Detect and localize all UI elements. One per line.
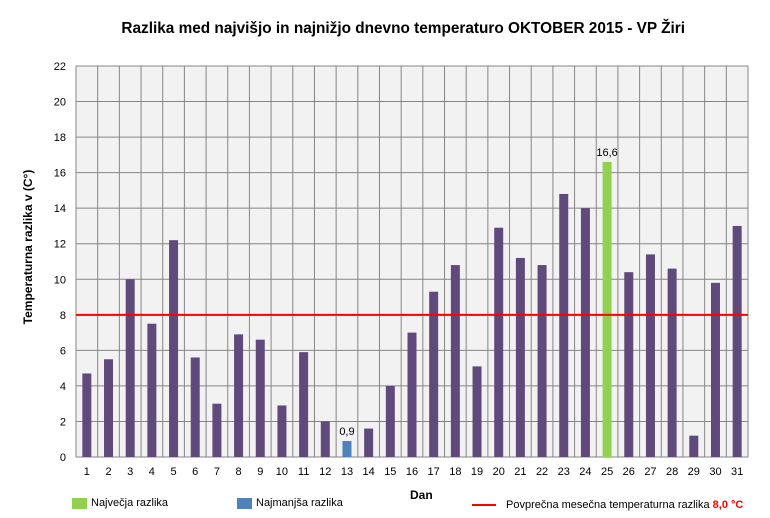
legend-average-label: Povprečna mesečna temperaturna razlika xyxy=(506,499,710,511)
bar-day-18 xyxy=(450,265,460,457)
bar-day-10 xyxy=(277,405,287,457)
legend-min-swatch xyxy=(237,497,252,509)
y-tick-label: 6 xyxy=(60,345,66,357)
bar-day-7 xyxy=(212,403,222,457)
x-tick-label: 1 xyxy=(84,466,90,478)
x-tick-label: 3 xyxy=(127,466,133,478)
x-tick-label: 28 xyxy=(666,466,678,478)
legend-average-line xyxy=(472,504,496,506)
bar-day-11 xyxy=(299,352,309,457)
x-tick-label: 23 xyxy=(558,466,570,478)
y-tick-label: 20 xyxy=(54,97,66,109)
x-tick-label: 7 xyxy=(214,466,220,478)
x-tick-label: 16 xyxy=(406,466,418,478)
x-axis-label: Dan xyxy=(410,488,433,502)
x-tick-label: 25 xyxy=(601,466,613,478)
x-tick-label: 20 xyxy=(493,466,505,478)
x-tick-label: 5 xyxy=(170,466,176,478)
x-tick-label: 21 xyxy=(514,466,526,478)
x-tick-label: 8 xyxy=(236,466,242,478)
x-tick-label: 24 xyxy=(579,466,591,478)
legend-max-label: Največja razlika xyxy=(91,497,169,509)
y-tick-label: 22 xyxy=(54,61,66,73)
x-tick-label: 9 xyxy=(257,466,263,478)
bar-day-29 xyxy=(689,435,699,457)
bar-day-31 xyxy=(732,225,742,457)
bar-day-24 xyxy=(580,208,590,457)
y-tick-label: 2 xyxy=(60,416,66,428)
y-tick-label: 18 xyxy=(54,132,66,144)
y-tick-label: 0 xyxy=(60,452,66,464)
bar-day-17 xyxy=(429,291,439,457)
y-tick-label: 14 xyxy=(54,203,66,215)
legend-max: Največja razlika xyxy=(72,497,168,509)
bar-day-20 xyxy=(494,227,504,457)
legend-min-label: Najmanjša razlika xyxy=(256,497,343,509)
legend-average-value: 8,0 °C xyxy=(712,499,744,511)
x-tick-label: 15 xyxy=(384,466,396,478)
bar-day-9 xyxy=(255,339,265,457)
chart-title: Razlika med najvišjo in najnižjo dnevno … xyxy=(121,20,686,37)
bar-day-15 xyxy=(385,385,395,457)
x-tick-label: 30 xyxy=(709,466,721,478)
bar-day-28 xyxy=(667,268,677,457)
x-tick-label: 18 xyxy=(449,466,461,478)
bar-day-30 xyxy=(710,282,720,457)
bar-day-12 xyxy=(320,421,330,457)
bar-day-14 xyxy=(364,428,374,457)
x-tick-label: 19 xyxy=(471,466,483,478)
y-tick-label: 4 xyxy=(60,381,66,393)
x-tick-label: 17 xyxy=(428,466,440,478)
legend-average: Povprečna mesečna temperaturna razlika 8… xyxy=(472,499,743,511)
x-tick-label: 12 xyxy=(319,466,331,478)
y-tick-label: 10 xyxy=(54,274,66,286)
bar-day-23 xyxy=(559,193,569,458)
data-label: 16,6 xyxy=(596,147,617,159)
x-tick-label: 6 xyxy=(192,466,198,478)
bar-day-4 xyxy=(147,323,157,457)
bar-day-21 xyxy=(515,257,525,457)
bar-day-27 xyxy=(645,254,655,457)
bar-day-2 xyxy=(104,359,114,457)
y-tick-label: 8 xyxy=(60,310,66,322)
y-tick-label: 16 xyxy=(54,168,66,180)
data-label: 0,9 xyxy=(339,426,354,438)
bar-day-19 xyxy=(472,366,482,457)
x-tick-label: 10 xyxy=(276,466,288,478)
x-tick-label: 11 xyxy=(298,466,309,478)
x-tick-label: 26 xyxy=(623,466,635,478)
bar-day-25 xyxy=(602,161,612,458)
x-tick-label: 22 xyxy=(536,466,548,478)
bar-day-1 xyxy=(82,373,92,457)
x-tick-label: 29 xyxy=(688,466,700,478)
bar-day-22 xyxy=(537,265,547,457)
bar-day-16 xyxy=(407,332,417,457)
bar-day-3 xyxy=(125,279,135,457)
x-tick-label: 2 xyxy=(105,466,111,478)
legend-max-swatch xyxy=(72,497,87,509)
bar-day-13 xyxy=(342,441,352,457)
x-tick-label: 31 xyxy=(731,466,743,478)
x-tick-label: 27 xyxy=(644,466,656,478)
x-tick-label: 4 xyxy=(149,466,155,478)
bar-day-5 xyxy=(169,240,179,457)
y-tick-label: 12 xyxy=(54,239,66,251)
bar-day-8 xyxy=(234,334,244,457)
bar-day-6 xyxy=(190,357,200,457)
bar-day-26 xyxy=(624,272,634,457)
legend-min: Najmanjša razlika xyxy=(237,497,343,509)
x-tick-label: 13 xyxy=(341,466,353,478)
x-tick-label: 14 xyxy=(363,466,375,478)
